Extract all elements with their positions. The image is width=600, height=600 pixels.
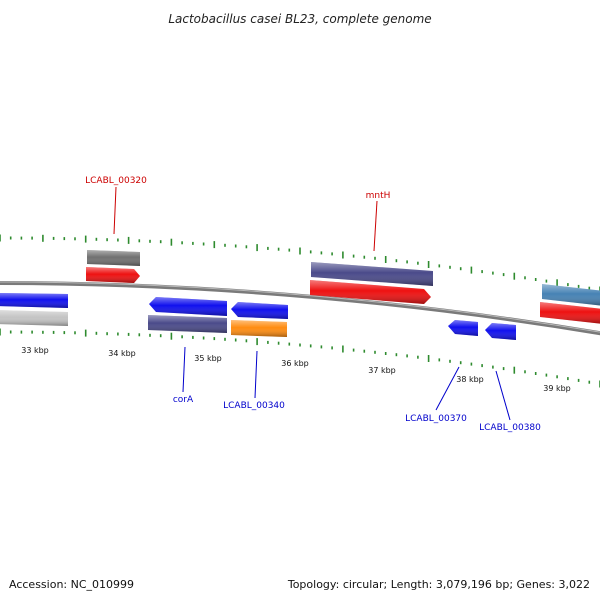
gene-lcabl00380[interactable] <box>485 323 516 340</box>
topology-label: Topology: circular; Length: 3,079,196 bp… <box>287 578 590 591</box>
tick-label-37kbp: 37 kbp <box>368 366 396 375</box>
gene-cora[interactable] <box>149 297 227 316</box>
gene-blue-left[interactable] <box>0 293 68 308</box>
leader-cora <box>182 346 186 393</box>
leader-mnth <box>373 200 378 252</box>
gene-label-lcabl00380[interactable]: LCABL_00380 <box>479 423 541 433</box>
gene-lcabl00320-gray[interactable] <box>87 250 140 266</box>
gene-label-lcabl00320[interactable]: LCABL_00320 <box>85 176 147 186</box>
gene-label-lcabl00340[interactable]: LCABL_00340 <box>223 401 285 411</box>
gene-steel-right[interactable] <box>542 284 600 306</box>
leader-lcabl00320 <box>113 186 117 235</box>
gene-mnth-purple[interactable] <box>311 262 433 286</box>
leader-lcabl00370 <box>435 366 460 411</box>
outer-tick-ring <box>0 234 600 294</box>
gene-lcabl00370[interactable] <box>448 320 478 336</box>
tick-label-35kbp: 35 kbp <box>194 354 222 363</box>
gene-labels: LCABL_00320 mntH corA LCABL_00340 LCABL_… <box>85 176 541 433</box>
gene-label-mnth[interactable]: mntH <box>366 191 391 201</box>
gene-gray-left[interactable] <box>0 310 68 326</box>
map-title: Lactobacillus casei BL23, complete genom… <box>168 12 431 26</box>
leader-lcabl00380 <box>495 370 511 421</box>
tick-label-34kbp: 34 kbp <box>108 349 136 358</box>
gene-red-right[interactable] <box>540 302 600 324</box>
label-leaders <box>113 186 511 421</box>
tick-label-36kbp: 36 kbp <box>281 359 309 368</box>
leader-lcabl00340 <box>254 350 258 399</box>
accession-label: Accession: NC_010999 <box>9 578 135 591</box>
gene-lcabl00340-blue[interactable] <box>231 302 288 319</box>
inner-tick-ring <box>0 328 600 388</box>
tick-label-39kbp: 39 kbp <box>543 384 571 393</box>
tick-labels: 33 kbp 34 kbp 35 kbp 36 kbp 37 kbp 38 kb… <box>21 346 571 393</box>
gene-label-lcabl00370[interactable]: LCABL_00370 <box>405 414 467 424</box>
genes <box>0 250 600 340</box>
gene-cora-purple[interactable] <box>148 315 227 333</box>
genome-backbone <box>0 281 600 336</box>
genome-backbone-highlight <box>0 281 600 333</box>
gene-lcabl00340[interactable] <box>231 320 287 337</box>
tick-label-38kbp: 38 kbp <box>456 375 484 384</box>
gene-mnth[interactable] <box>310 280 431 304</box>
tick-label-33kbp: 33 kbp <box>21 346 49 355</box>
gene-label-cora[interactable]: corA <box>173 395 194 405</box>
gene-lcabl00320[interactable] <box>86 267 140 283</box>
